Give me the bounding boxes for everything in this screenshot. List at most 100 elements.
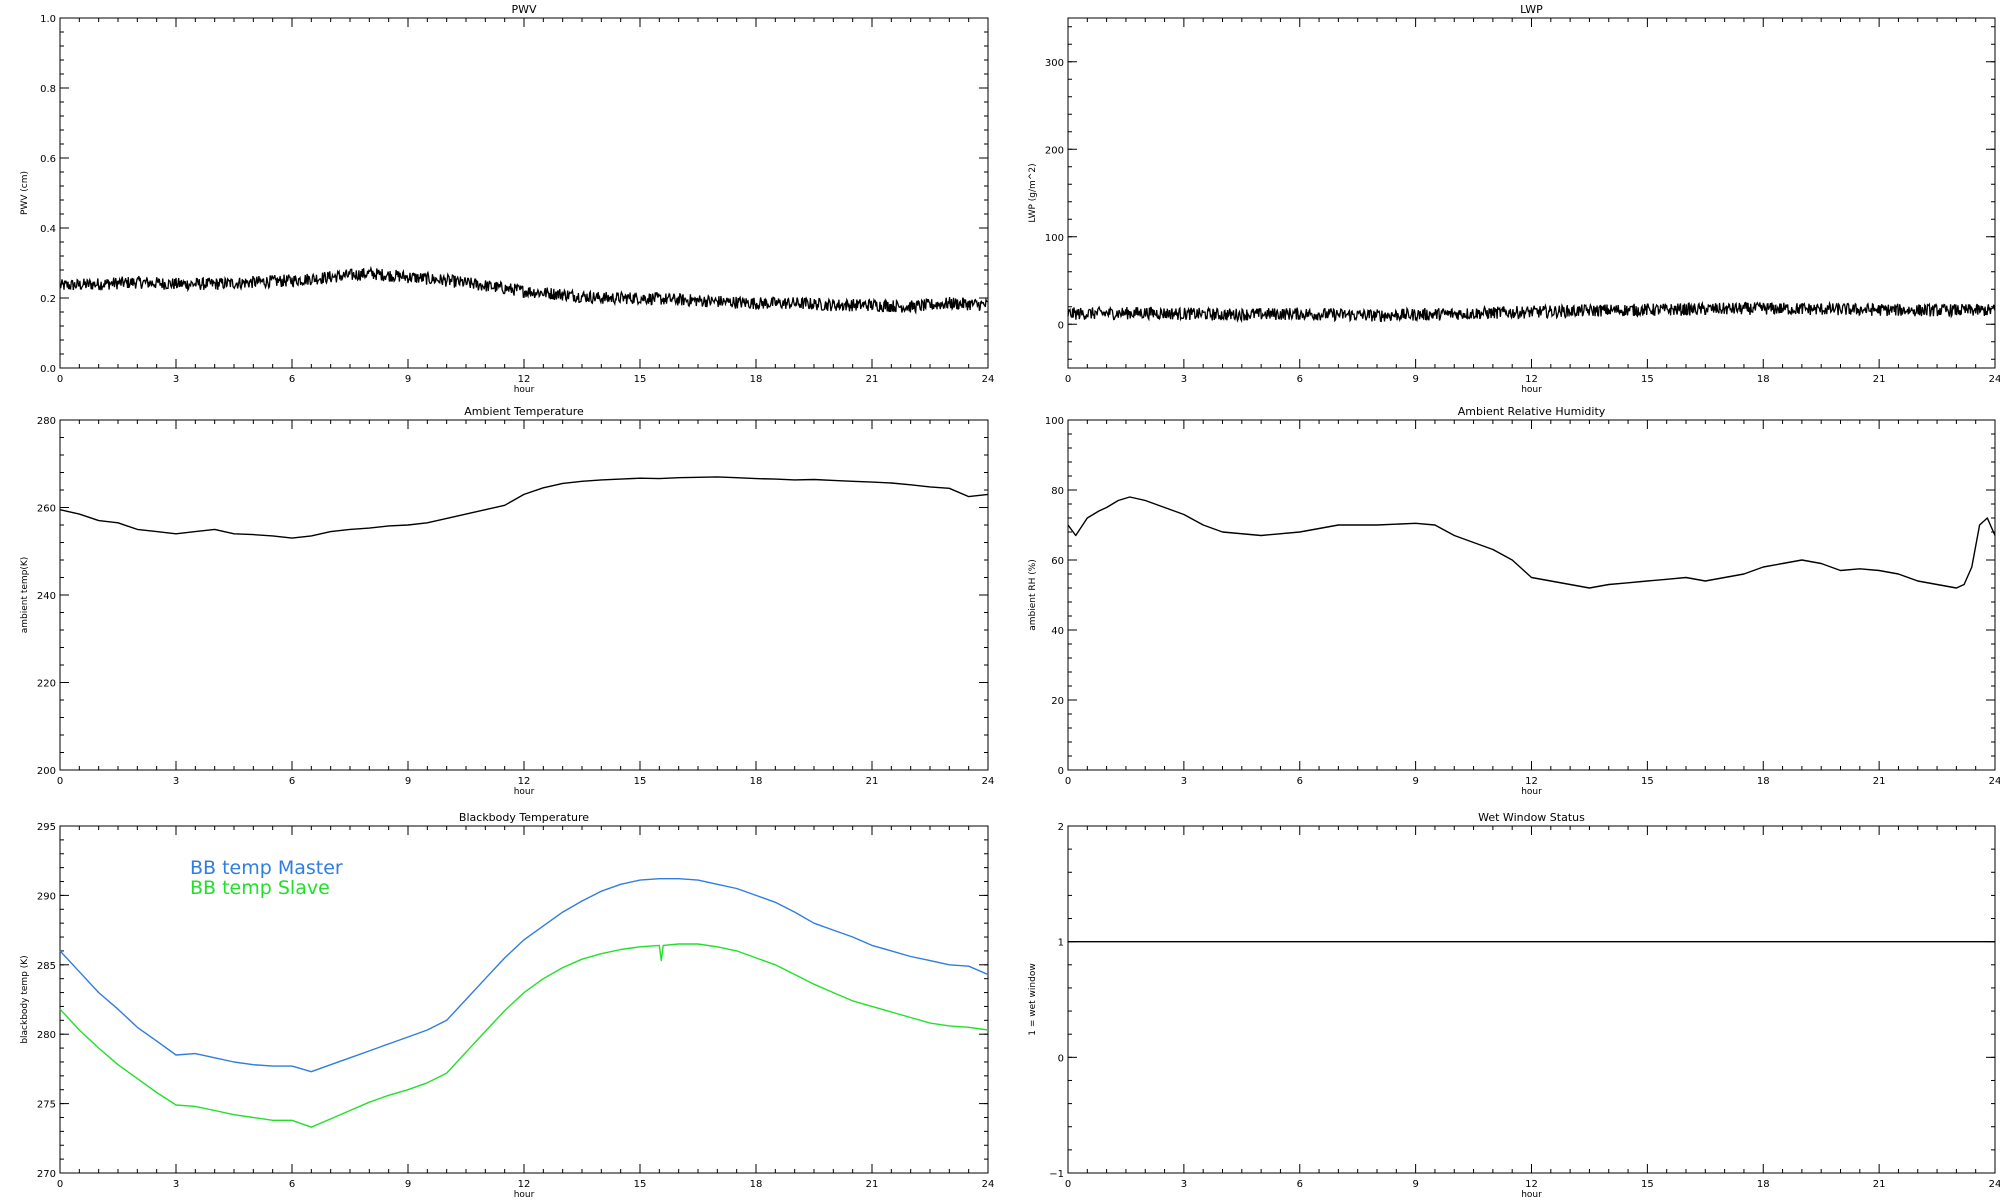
x-tick-label: 9 <box>405 374 411 385</box>
chart-panel-ambient-relative-humidity: Ambient Relative Humidity 0 3 6 9 12 15 18 21 24 0… <box>1028 405 2000 797</box>
y-tick-label: 100 <box>1045 233 1064 244</box>
x-tick-label: 0 <box>1065 374 1071 385</box>
series-line <box>59 476 989 539</box>
plot-frame <box>1067 825 1996 1174</box>
x-tick-label: 0 <box>1065 1179 1071 1190</box>
y-tick-label: 220 <box>37 679 56 690</box>
x-tick-label: 0 <box>57 776 63 787</box>
x-tick-label: 12 <box>1525 1179 1538 1190</box>
x-tick-label: 6 <box>289 1179 295 1190</box>
x-tick-label: 21 <box>1873 374 1886 385</box>
y-tick-label: 100 <box>1045 416 1064 427</box>
x-tick-label: 3 <box>173 1179 179 1190</box>
x-axis-label: hour <box>1521 385 1542 395</box>
y-tick-label: 240 <box>37 591 56 602</box>
chart-panel-lwp: LWP 0 3 6 9 12 15 18 21 24 0 100 200 300 hour LWP (g/m^… <box>1028 3 2000 395</box>
y-tick-label: 300 <box>1045 58 1064 69</box>
x-axis-label: hour <box>514 1190 535 1200</box>
x-tick-label: 21 <box>1873 1179 1886 1190</box>
x-tick-label: 15 <box>634 776 647 787</box>
y-tick-label: 295 <box>37 822 56 833</box>
y-axis-label: 1 = wet window <box>1028 963 1038 1035</box>
x-tick-label: 18 <box>750 776 763 787</box>
y-tick-label: 1 <box>1058 938 1064 949</box>
x-tick-label: 6 <box>1297 374 1303 385</box>
x-tick-label: 24 <box>982 776 995 787</box>
x-tick-label: 15 <box>634 374 647 385</box>
x-tick-label: 12 <box>518 1179 531 1190</box>
legend-entry: BB temp Master <box>190 857 343 879</box>
y-tick-label: 280 <box>37 416 56 427</box>
y-tick-label: 0.0 <box>40 364 56 375</box>
chart-panel-blackbody-temperature: Blackbody Temperature 0 3 6 9 12 15 18 21 24 270 27… <box>20 811 994 1200</box>
x-tick-label: 15 <box>634 1179 647 1190</box>
x-tick-label: 0 <box>1065 776 1071 787</box>
x-tick-label: 21 <box>866 776 879 787</box>
series-line <box>59 265 989 315</box>
x-tick-label: 3 <box>173 776 179 787</box>
y-tick-label: 0.8 <box>40 84 56 95</box>
plot-frame <box>1067 419 1996 771</box>
y-tick-label: 20 <box>1051 696 1064 707</box>
y-tick-label: 0 <box>1058 320 1064 331</box>
x-tick-label: 21 <box>866 374 879 385</box>
y-tick-label: 0.6 <box>40 154 56 165</box>
y-tick-label: 260 <box>37 504 56 515</box>
y-axis-label: ambient RH (%) <box>1028 559 1038 631</box>
x-axis-label: hour <box>1521 787 1542 797</box>
x-tick-label: 18 <box>1757 776 1770 787</box>
x-tick-label: 3 <box>1181 776 1187 787</box>
y-tick-label: 60 <box>1051 556 1064 567</box>
series-line-bb-temp-master <box>59 878 989 1073</box>
x-tick-label: 9 <box>1412 1179 1418 1190</box>
series-line <box>1067 496 1996 589</box>
y-tick-label: 40 <box>1051 626 1064 637</box>
x-tick-label: 15 <box>1641 1179 1654 1190</box>
chart-title: Wet Window Status <box>1478 811 1585 824</box>
x-tick-label: 24 <box>1989 374 2000 385</box>
y-axis-label: ambient temp(K) <box>20 557 30 634</box>
x-tick-label: 12 <box>1525 374 1538 385</box>
y-tick-label: 0 <box>1058 766 1064 777</box>
y-tick-label: 200 <box>1045 145 1064 156</box>
x-tick-label: 6 <box>289 374 295 385</box>
x-tick-label: 9 <box>405 1179 411 1190</box>
x-tick-label: 15 <box>1641 374 1654 385</box>
x-tick-label: 0 <box>57 1179 63 1190</box>
x-tick-label: 3 <box>1181 374 1187 385</box>
x-tick-label: 3 <box>173 374 179 385</box>
chart-panel-pwv: PWV 0 3 6 9 12 15 18 21 24 0.0 0.2 0.4 0.6 0.8 1.0 hour P… <box>20 3 994 395</box>
x-tick-label: 24 <box>982 374 995 385</box>
x-tick-label: 24 <box>982 1179 995 1190</box>
chart-title: PWV <box>511 3 537 16</box>
x-tick-label: 24 <box>1989 776 2000 787</box>
x-tick-label: 6 <box>289 776 295 787</box>
y-tick-label: 0 <box>1058 1053 1064 1064</box>
x-tick-label: 6 <box>1297 1179 1303 1190</box>
legend-entry: BB temp Slave <box>190 877 330 899</box>
y-tick-label: 200 <box>37 766 56 777</box>
x-tick-label: 21 <box>1873 776 1886 787</box>
x-tick-label: 18 <box>750 1179 763 1190</box>
chart-title: Ambient Relative Humidity <box>1458 405 1606 418</box>
x-axis-label: hour <box>1521 1190 1542 1200</box>
x-tick-label: 15 <box>1641 776 1654 787</box>
x-tick-label: 18 <box>1757 1179 1770 1190</box>
y-tick-label: −1 <box>1049 1169 1064 1180</box>
x-tick-label: 18 <box>750 374 763 385</box>
series-line <box>1067 300 1996 324</box>
chart-title: Blackbody Temperature <box>459 811 589 824</box>
y-tick-label: 280 <box>37 1030 56 1041</box>
x-tick-label: 18 <box>1757 374 1770 385</box>
y-tick-label: 285 <box>37 961 56 972</box>
x-tick-label: 12 <box>518 374 531 385</box>
y-tick-label: 2 <box>1058 822 1064 833</box>
y-tick-label: 0.2 <box>40 294 56 305</box>
x-tick-label: 24 <box>1989 1179 2000 1190</box>
chart-title: LWP <box>1520 3 1543 16</box>
x-tick-label: 3 <box>1181 1179 1187 1190</box>
y-tick-label: 1.0 <box>40 14 56 25</box>
y-tick-label: 0.4 <box>40 224 56 235</box>
